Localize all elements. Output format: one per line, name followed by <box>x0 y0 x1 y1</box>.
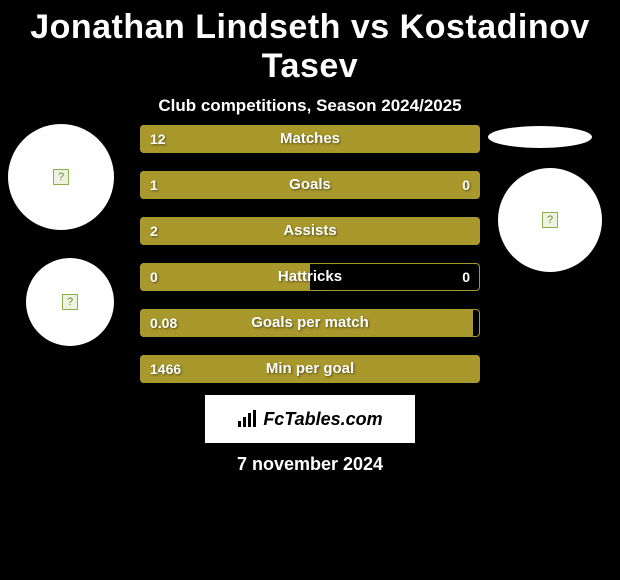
player2-badge-ellipse <box>488 126 592 148</box>
stat-value-left: 2 <box>150 217 158 245</box>
bars-icon <box>237 410 259 428</box>
stat-label: Assists <box>140 217 480 245</box>
stat-row: Assists2 <box>140 217 480 245</box>
player1-avatar-top: ? <box>8 124 114 230</box>
player2-avatar: ? <box>498 168 602 272</box>
stat-label: Matches <box>140 125 480 153</box>
stat-row: Min per goal1466 <box>140 355 480 383</box>
stat-label: Hattricks <box>140 263 480 291</box>
logo-label: FcTables.com <box>263 409 382 430</box>
stats-bars-container: Matches12Goals10Assists2Hattricks00Goals… <box>140 125 480 401</box>
stat-label: Goals <box>140 171 480 199</box>
stat-value-right: 0 <box>462 263 470 291</box>
page-subtitle: Club competitions, Season 2024/2025 <box>0 96 620 116</box>
date-label: 7 november 2024 <box>0 454 620 475</box>
stat-label: Goals per match <box>140 309 480 337</box>
page-title: Jonathan Lindseth vs Kostadinov Tasev <box>0 0 620 86</box>
image-placeholder-icon: ? <box>62 294 78 310</box>
stat-value-left: 1466 <box>150 355 181 383</box>
fctables-logo: FcTables.com <box>205 395 415 443</box>
stat-label: Min per goal <box>140 355 480 383</box>
stat-value-left: 0 <box>150 263 158 291</box>
stat-row: Goals per match0.08 <box>140 309 480 337</box>
fctables-logo-text: FcTables.com <box>237 409 382 430</box>
stat-value-right: 0 <box>462 171 470 199</box>
stat-value-left: 1 <box>150 171 158 199</box>
stat-row: Hattricks0 0 <box>140 263 480 291</box>
stat-row: Matches12 <box>140 125 480 153</box>
player1-avatar-bottom: ? <box>26 258 114 346</box>
stat-value-left: 12 <box>150 125 166 153</box>
stat-value-left: 0.08 <box>150 309 177 337</box>
image-placeholder-icon: ? <box>542 212 558 228</box>
stat-row: Goals1 0 <box>140 171 480 199</box>
image-placeholder-icon: ? <box>53 169 69 185</box>
